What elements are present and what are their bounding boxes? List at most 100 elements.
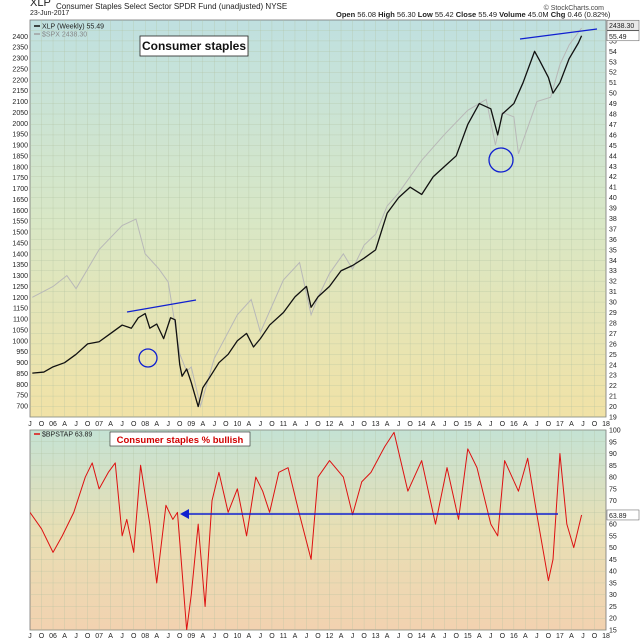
x-tick-label: A: [569, 421, 574, 428]
x-tick-label: A: [385, 633, 390, 640]
y-right-tick-label: 90: [609, 451, 617, 458]
y-left-tick-label: 700: [16, 404, 28, 411]
volume-value: 45.0M: [527, 10, 549, 19]
x-tick-label: O: [407, 421, 413, 428]
x-tick-label: 18: [602, 421, 610, 428]
y-right-tick-label: 45: [609, 143, 617, 150]
note-bullish: Consumer staples % bullish: [117, 435, 244, 446]
resistance-line-2017: [519, 28, 598, 40]
x-tick-label: O: [592, 633, 598, 640]
x-tick-label: J: [443, 633, 447, 640]
x-tick-label: J: [443, 421, 447, 428]
x-tick-label: 15: [464, 633, 472, 640]
xlp-last-value-tag-box: [606, 30, 640, 42]
y-right-tick-label: 80: [609, 475, 617, 482]
x-tick-label: O: [315, 633, 321, 640]
x-tick-label: A: [431, 421, 436, 428]
x-tick-label: 15: [464, 421, 472, 428]
x-tick-label: 07: [95, 633, 103, 640]
x-tick-label: O: [39, 633, 45, 640]
y-right-tick-label: 30: [609, 592, 617, 599]
x-tick-label: J: [351, 633, 355, 640]
y-right-tick-label: 25: [609, 352, 617, 359]
volume-label: Volume: [499, 10, 526, 19]
y-left-tick-label: 2400: [12, 34, 28, 41]
chg-value: 0.46 (0.82%): [567, 10, 611, 19]
y-left-tick-label: 1200: [12, 295, 28, 302]
y-left-tick-label: 850: [16, 371, 28, 378]
x-tick-label: O: [177, 421, 183, 428]
x-tick-label: O: [361, 421, 367, 428]
y-left-tick-label: 2200: [12, 77, 28, 84]
legend-entry: $BPSTAP 63.89: [42, 432, 92, 439]
x-tick-label: J: [535, 633, 539, 640]
y-right-tick-label: 42: [609, 174, 617, 181]
y-left-tick-label: 1050: [12, 327, 28, 334]
x-tick-label: 09: [187, 633, 195, 640]
y-left-tick-label: 1500: [12, 230, 28, 237]
legend-entry: XLP (Weekly) 55.49: [42, 24, 104, 31]
y-right-tick-label: 51: [609, 80, 617, 87]
y-left-tick-label: 900: [16, 360, 28, 367]
high-value: 56.30: [396, 10, 416, 19]
x-tick-label: O: [361, 633, 367, 640]
x-tick-label: A: [431, 633, 436, 640]
x-tick-label: O: [500, 421, 506, 428]
y-left-tick-label: 1150: [13, 306, 28, 313]
circle-2016-low: [488, 147, 514, 173]
low-value: 55.42: [434, 10, 454, 19]
y-right-tick-label: 55: [609, 38, 617, 45]
x-tick-label: 18: [602, 633, 610, 640]
close-label: Close: [455, 10, 477, 19]
bullish-grid: [30, 429, 606, 631]
y-left-tick-label: 2250: [12, 66, 28, 73]
x-tick-label: J: [213, 633, 217, 640]
legend-entry: $SPX 2438.30: [42, 32, 87, 39]
x-tick-label: 14: [418, 633, 426, 640]
y-right-tick-label: 55: [609, 533, 617, 540]
open-label: Open: [336, 10, 356, 19]
y-left-tick-label: 2100: [12, 99, 28, 106]
y-left-tick-label: 1550: [12, 219, 28, 226]
y-left-tick-label: 1100: [13, 317, 28, 324]
x-tick-label: O: [177, 633, 183, 640]
y-left-tick-label: 1700: [12, 186, 28, 193]
x-tick-label: J: [351, 421, 355, 428]
y-right-tick-label: 25: [609, 604, 617, 611]
y-left-tick-label: 1300: [12, 273, 28, 280]
x-tick-label: A: [108, 421, 113, 428]
high-label: High: [378, 10, 395, 19]
y-right-tick-label: 20: [609, 616, 617, 623]
x-tick-label: A: [154, 421, 159, 428]
y-right-tick-label: 49: [609, 101, 617, 108]
y-left-tick-label: 1350: [12, 262, 28, 269]
x-tick-label: 10: [233, 421, 241, 428]
x-tick-label: A: [523, 421, 528, 428]
x-tick-label: A: [293, 633, 298, 640]
open-value: 56.08: [357, 10, 377, 19]
note-box-bullish: [109, 431, 251, 447]
x-tick-label: A: [200, 421, 205, 428]
bullish-series-line: [30, 431, 583, 630]
source-label: © StockCharts.com: [544, 4, 605, 12]
y-left-tick-label: 1250: [12, 284, 28, 291]
x-tick-label: A: [569, 633, 574, 640]
spx-last-value-tag: 2438.30: [609, 23, 634, 30]
y-left-tick-label: 1750: [12, 175, 28, 182]
x-tick-label: O: [269, 633, 275, 640]
x-tick-label: A: [523, 633, 528, 640]
x-tick-label: J: [120, 633, 124, 640]
x-tick-label: J: [166, 421, 170, 428]
y-right-tick-label: 15: [609, 628, 617, 635]
x-tick-label: A: [108, 633, 113, 640]
y-right-tick-label: 85: [609, 463, 617, 470]
x-tick-label: A: [200, 633, 205, 640]
y-right-tick-label: 44: [609, 153, 617, 160]
x-tick-label: J: [74, 421, 78, 428]
x-tick-label: O: [269, 421, 275, 428]
close-value: 55.49: [478, 10, 498, 19]
chart-symbol: XLP: [30, 0, 51, 9]
x-tick-label: A: [62, 633, 67, 640]
x-tick-label: 06: [49, 421, 57, 428]
x-tick-label: 16: [510, 421, 518, 428]
